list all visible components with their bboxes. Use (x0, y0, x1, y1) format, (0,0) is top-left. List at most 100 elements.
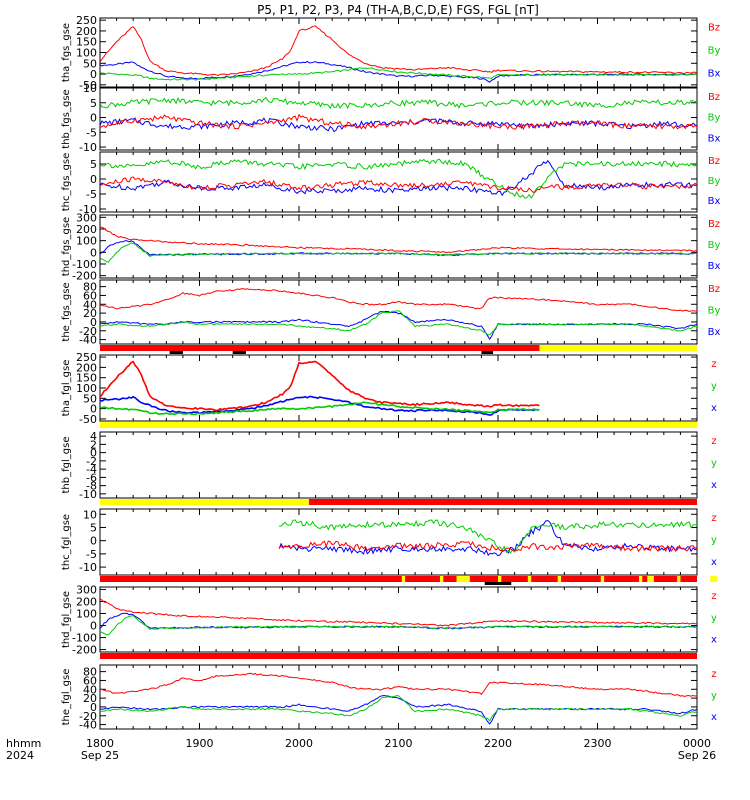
y-tick-label: -200 (72, 644, 97, 657)
series-y (279, 519, 697, 554)
series-z (100, 672, 697, 698)
legend-bz: Bz (708, 92, 720, 103)
mode-bar-segment (100, 422, 697, 428)
series-x (100, 694, 697, 725)
panel-thc-fgs-gse: -10 -5 0 5 thc_fgs_gse Bz By Bx (61, 151, 721, 216)
y-tick-label: 0 (90, 403, 97, 416)
y-tick-label: -5 (86, 548, 97, 561)
panel-thb-fgl-gse: -10-8-6-4-2024 thb_fgl_gse zyx (61, 430, 717, 501)
panel-frame (99, 354, 698, 422)
legend-x: x (711, 403, 717, 414)
y-tick-label: 20 (83, 692, 97, 705)
legend-y: y (711, 381, 717, 392)
y-axis-label: thc_fgl_gse (61, 514, 72, 570)
mode-bar-segment (638, 576, 643, 582)
y-tick-label: 20 (83, 307, 97, 320)
series-by (100, 67, 697, 81)
legend-x: x (711, 635, 717, 646)
panel-frame (99, 151, 698, 213)
series-bz (100, 25, 697, 77)
panel-frame (99, 214, 698, 279)
y-tick-label: 40 (83, 298, 97, 311)
legend-bx: Bx (708, 327, 721, 338)
y-tick-label: 4 (90, 430, 97, 443)
y-tick-label: -2 (86, 455, 97, 468)
plot-title: P5, P1, P2, P3, P4 (TH-A,B,C,D,E) FGS, F… (257, 3, 539, 17)
y-tick-label: 100 (76, 47, 97, 60)
panel-frame (99, 586, 698, 653)
y-tick-label: 0 (90, 447, 97, 460)
legend-bx: Bx (708, 261, 721, 272)
y-tick-label: 0 (90, 701, 97, 714)
legend-bx: Bx (708, 68, 721, 79)
y-tick-label: -20 (79, 325, 97, 338)
y-tick-label: 200 (76, 25, 97, 38)
x-tick-label: 2300 (584, 737, 612, 750)
y-tick-label: 60 (83, 289, 97, 302)
y-axis-label: the_fgl_gse (61, 669, 72, 726)
y-tick-label: -10 (79, 561, 97, 574)
legend-by: By (708, 176, 721, 187)
mode-bar (100, 422, 697, 428)
y-tick-label: 0 (90, 535, 97, 548)
series-z (100, 598, 697, 627)
y-tick-label: 100 (76, 235, 97, 248)
y-axis-label: the_fgs_gse (61, 282, 72, 341)
legend-x: x (711, 480, 717, 491)
x-tick-label: 2000 (285, 737, 313, 750)
y-tick-label: -10 (79, 203, 97, 216)
legend-z: z (711, 436, 716, 447)
panel-frame (99, 431, 698, 499)
y-tick-label: 200 (76, 223, 97, 236)
y-axis-label: thb_fgs_gse (61, 89, 72, 148)
y-tick-label: 0 (90, 173, 97, 186)
x-tick-label: 1800 (86, 737, 114, 750)
panel-frame (99, 664, 698, 730)
time-format-label: hhmm (6, 737, 41, 750)
legend-bz: Bz (708, 22, 720, 33)
legend-y: y (711, 613, 717, 624)
mode-bar-segment (527, 576, 532, 582)
start-date-label: Sep 25 (81, 749, 119, 762)
data-gap-marker (169, 351, 183, 354)
y-tick-label: -5 (86, 188, 97, 201)
y-tick-label: 200 (76, 595, 97, 608)
y-tick-label: 100 (76, 607, 97, 620)
y-tick-label: -5 (86, 126, 97, 139)
mode-bar-segment (647, 576, 654, 582)
y-tick-label: -10 (79, 141, 97, 154)
y-axis-label: thc_fgs_gse (61, 153, 72, 212)
y-tick-label: -200 (72, 270, 97, 283)
legend-by: By (708, 45, 721, 56)
series-bx (100, 310, 697, 341)
series-x (278, 519, 697, 557)
mode-bar-segment (498, 576, 502, 582)
legend-bx: Bx (708, 196, 721, 207)
y-axis-label: tha_fgs_gse (61, 23, 72, 82)
mode-bar-segment (677, 576, 681, 582)
end-date-label: Sep 26 (678, 749, 716, 762)
y-axis-label: thd_fgs_gse (61, 217, 72, 276)
data-gap-marker (232, 351, 246, 354)
x-tick-label: 1900 (186, 737, 214, 750)
y-tick-label: -4 (86, 463, 97, 476)
panel-frame (99, 279, 698, 345)
data-gap-marker (484, 582, 512, 585)
y-tick-label: -100 (72, 632, 97, 645)
mode-bar-segment (456, 576, 470, 582)
series-bx (100, 159, 697, 197)
legend-x: x (711, 712, 717, 723)
legend-bz: Bz (708, 284, 720, 295)
legend-z: z (711, 669, 716, 680)
legend-z: z (711, 513, 716, 524)
y-tick-label: 10 (83, 82, 97, 95)
mode-bar-segment (539, 345, 697, 351)
series-y (100, 401, 540, 416)
series-x (100, 395, 540, 416)
y-tick-label: 0 (90, 112, 97, 125)
y-tick-label: -40 (79, 719, 97, 732)
